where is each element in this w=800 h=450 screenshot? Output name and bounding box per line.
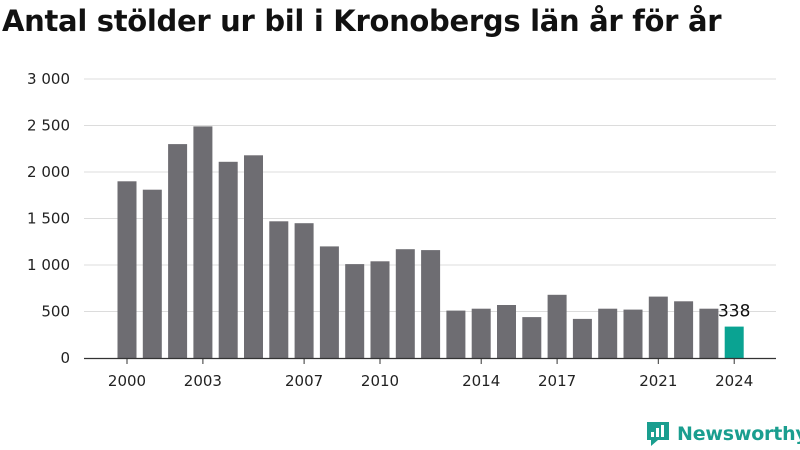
y-tick-label: 1 500 <box>27 210 70 228</box>
bar <box>117 181 137 358</box>
newsworthy-logo: Newsworthy <box>645 420 800 448</box>
y-tick-label: 2 500 <box>27 117 70 135</box>
bar <box>345 264 365 358</box>
bar <box>294 223 314 358</box>
x-tick-label: 2010 <box>361 372 399 390</box>
newsworthy-logo-text: Newsworthy <box>677 423 800 445</box>
bar <box>623 309 643 358</box>
x-tick-label: 2014 <box>462 372 500 390</box>
x-tick-label: 2003 <box>184 372 222 390</box>
chart-title: Antal stölder ur bil i Kronobergs län år… <box>2 4 722 38</box>
y-tick-label: 0 <box>60 349 70 367</box>
bar <box>395 249 415 358</box>
y-tick-label: 500 <box>41 303 70 321</box>
bar <box>674 301 694 358</box>
bar <box>421 250 441 358</box>
bar <box>244 155 263 358</box>
x-tick-label: 2007 <box>285 372 323 390</box>
bar <box>142 189 162 358</box>
bar <box>218 161 238 358</box>
bar <box>370 261 390 358</box>
bar <box>598 308 618 358</box>
bar <box>269 221 289 358</box>
newsworthy-logo-icon <box>647 422 669 446</box>
bar <box>471 308 491 358</box>
x-tick-label: 2021 <box>639 372 677 390</box>
bar <box>547 294 567 358</box>
bar <box>572 318 592 358</box>
bar <box>497 305 516 358</box>
x-tick-label: 2000 <box>108 372 146 390</box>
bar <box>319 246 339 358</box>
x-tick-label: 2017 <box>538 372 576 390</box>
data-label-2024: 338 <box>718 302 750 322</box>
x-tick-label: 2024 <box>715 372 753 390</box>
bar-highlight <box>724 326 744 358</box>
y-tick-label: 1 000 <box>27 256 70 274</box>
bar <box>522 317 542 358</box>
bar <box>193 126 213 359</box>
bar <box>446 310 466 358</box>
bar <box>648 296 668 358</box>
y-tick-label: 2 000 <box>27 163 70 181</box>
bar <box>699 308 719 358</box>
bar <box>168 144 188 358</box>
y-tick-label: 3 000 <box>27 70 70 88</box>
